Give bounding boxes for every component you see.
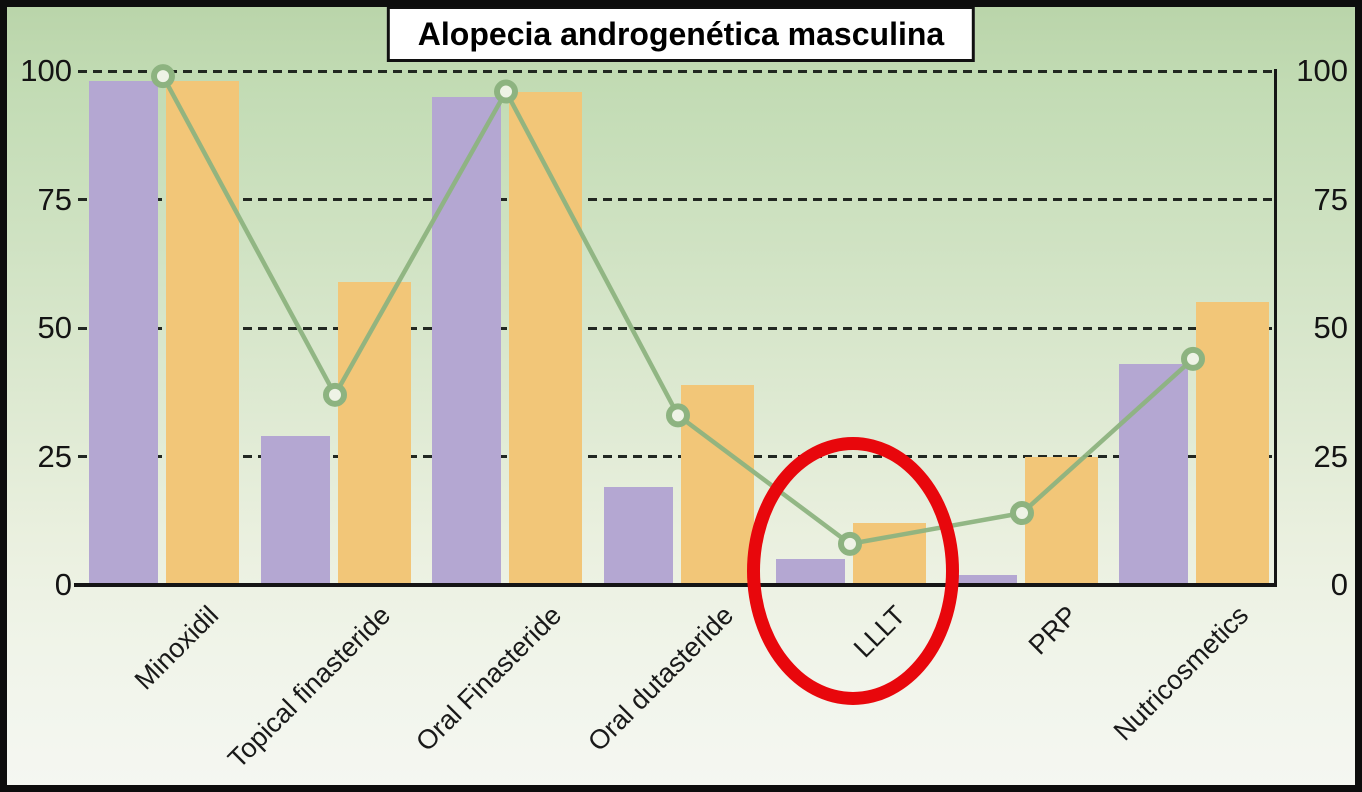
- y-tick-left-0: 0: [54, 567, 72, 602]
- highlight-ellipse-lllt: [747, 437, 959, 705]
- bar-minoxidil-purple-bars: [89, 81, 158, 585]
- bar-nutricosmetics-purple-bars: [1119, 363, 1188, 585]
- bar-oral-finasteride-orange-bars: [509, 91, 582, 585]
- y-tick-left-100: 100: [20, 53, 72, 88]
- y-tick-right-50: 50: [1313, 310, 1348, 345]
- bar-topical-finasteride-orange-bars: [338, 281, 411, 585]
- y-tick-right-0: 0: [1330, 567, 1348, 602]
- y-axis-right-border: [1274, 69, 1277, 587]
- bar-prp-orange-bars: [1025, 456, 1098, 585]
- chart-title: Alopecia androgenética masculina: [386, 6, 976, 62]
- bar-nutricosmetics-orange-bars: [1196, 302, 1269, 585]
- bar-oral-finasteride-purple-bars: [432, 96, 501, 585]
- y-tick-right-75: 75: [1313, 181, 1348, 217]
- x-axis-label-minoxidil: Minoxidil: [128, 600, 225, 696]
- gridline-75: [78, 198, 1277, 201]
- y-tick-left-25: 25: [37, 438, 72, 474]
- bar-topical-finasteride-purple-bars: [261, 435, 330, 585]
- y-tick-right-25: 25: [1313, 438, 1348, 474]
- bar-oral-dutasteride-purple-bars: [604, 487, 673, 585]
- gridline-50: [78, 326, 1277, 330]
- y-tick-left-75: 75: [37, 181, 72, 217]
- y-tick-right-100: 100: [1296, 53, 1348, 88]
- gridline-100: [78, 69, 1277, 73]
- y-tick-left-50: 50: [37, 310, 72, 345]
- x-axis-line: [74, 583, 1277, 587]
- bar-minoxidil-orange-bars: [166, 81, 239, 585]
- bar-oral-dutasteride-orange-bars: [681, 384, 754, 585]
- bar-prp-purple-bars: [948, 574, 1017, 585]
